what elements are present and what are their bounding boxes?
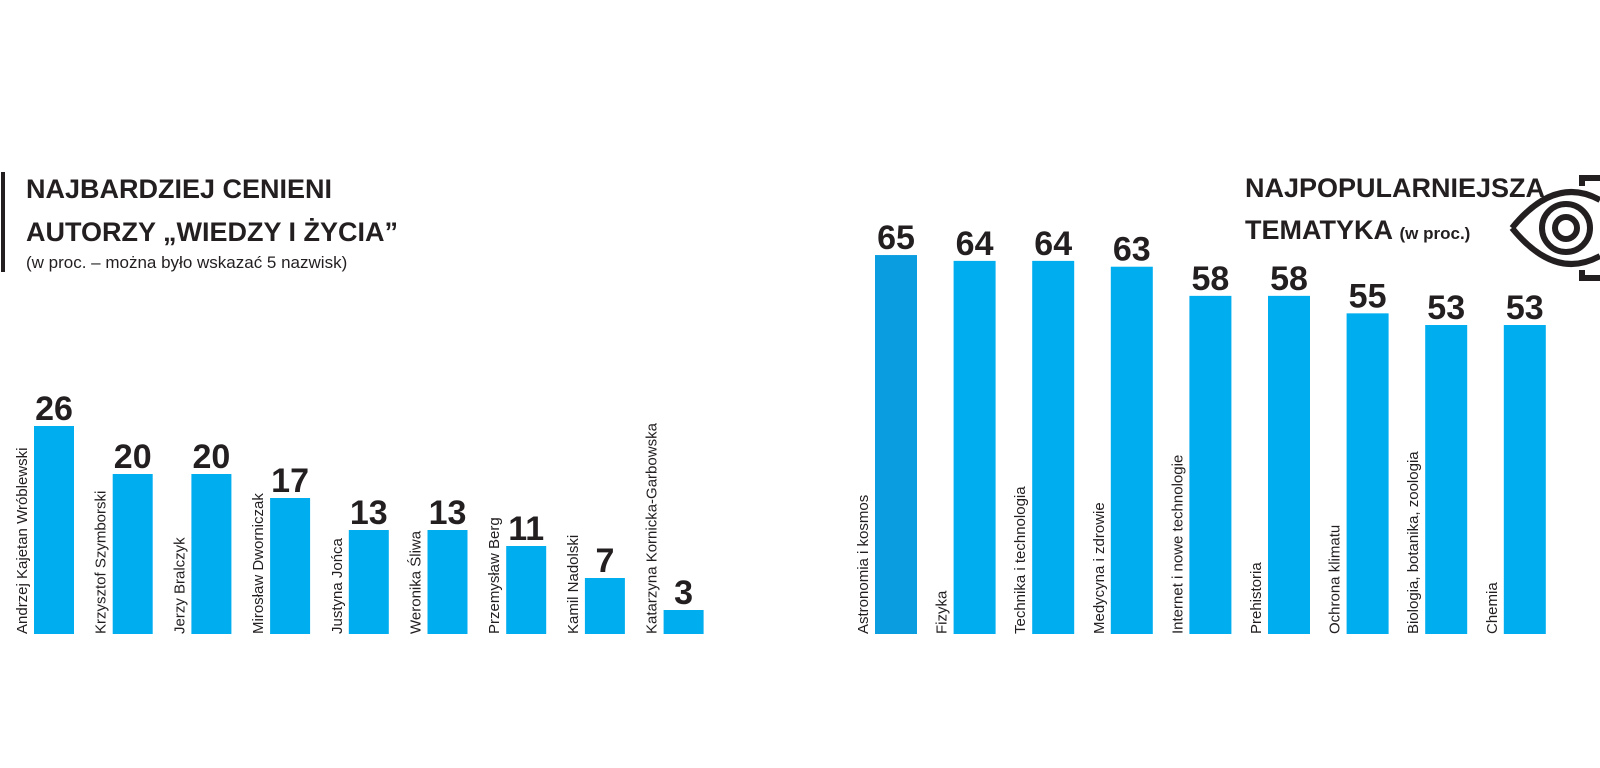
bar (506, 546, 547, 634)
bar (1110, 266, 1153, 634)
bar (1425, 325, 1468, 634)
accent-bar (1, 172, 5, 272)
chart-title: NAJBARDZIEJ CENIENI (26, 174, 332, 204)
bar (1032, 260, 1075, 634)
category-label: Przemysław Berg (486, 517, 503, 634)
bar (427, 530, 468, 634)
chart-title: AUTORZY „WIEDZY I ŻYCIA” (26, 217, 398, 247)
bar (584, 578, 625, 634)
bar (191, 474, 232, 634)
bar (1189, 295, 1232, 634)
bar (1346, 313, 1389, 634)
value-label: 13 (429, 494, 467, 532)
value-label: 53 (1427, 289, 1465, 327)
category-label: Technika i technologia (1012, 486, 1029, 634)
eye-icon (1509, 175, 1600, 281)
value-label: 64 (1034, 225, 1072, 263)
bar (875, 255, 917, 635)
value-label: 55 (1349, 277, 1387, 315)
category-label: Kamil Nadolski (565, 535, 582, 634)
category-label: Weronika Śliwa (407, 530, 425, 634)
value-label: 58 (1270, 260, 1308, 298)
bar (112, 474, 153, 634)
bar (348, 530, 389, 634)
value-label: 58 (1191, 260, 1229, 298)
chart-subtitle: (w proc. – można było wskazać 5 nazwisk) (26, 253, 347, 272)
category-label: Andrzej Kajetan Wróblewski (14, 448, 31, 634)
category-label: Krzysztof Szymborski (93, 491, 110, 634)
title-line: TEMATYKA (1245, 215, 1392, 245)
category-label: Internet i nowe technologie (1169, 455, 1186, 634)
value-label: 53 (1506, 289, 1544, 327)
category-label: Jerzy Bralczyk (171, 537, 188, 634)
bar (34, 426, 74, 634)
category-label: Fizyka (934, 590, 951, 634)
category-label: Biologia, botanika, zoologia (1405, 451, 1422, 634)
value-label: 20 (114, 438, 152, 476)
bar (663, 610, 704, 634)
value-label: 3 (674, 574, 693, 612)
value-label: 20 (192, 438, 230, 476)
value-label: 7 (595, 542, 614, 580)
bar (953, 260, 996, 634)
category-label: Ochrona klimatu (1327, 525, 1344, 634)
value-label: 17 (271, 462, 309, 500)
bar (1503, 325, 1546, 634)
category-label: Prehistoria (1248, 562, 1265, 634)
value-label: 11 (508, 510, 544, 548)
chart-subtitle: (w proc.) (1400, 224, 1471, 243)
value-label: 65 (877, 219, 915, 257)
bar (1268, 295, 1310, 634)
category-label: Katarzyna Kornicka-Garbowska (644, 422, 661, 634)
category-label: Chemia (1484, 582, 1501, 634)
category-label: Astronomia i kosmos (855, 495, 872, 634)
chart-title: NAJPOPULARNIEJSZA (1245, 173, 1545, 203)
value-label: 26 (35, 390, 73, 428)
value-label: 63 (1113, 231, 1151, 269)
chart-title: TEMATYKA (w proc.) (1245, 215, 1470, 245)
category-label: Justyna Jońca (329, 537, 346, 634)
bar (270, 498, 311, 634)
value-label: 13 (350, 494, 388, 532)
category-label: Mirosław Dworniczak (250, 493, 267, 634)
value-label: 64 (956, 225, 994, 263)
category-label: Medycyna i zdrowie (1091, 502, 1108, 634)
